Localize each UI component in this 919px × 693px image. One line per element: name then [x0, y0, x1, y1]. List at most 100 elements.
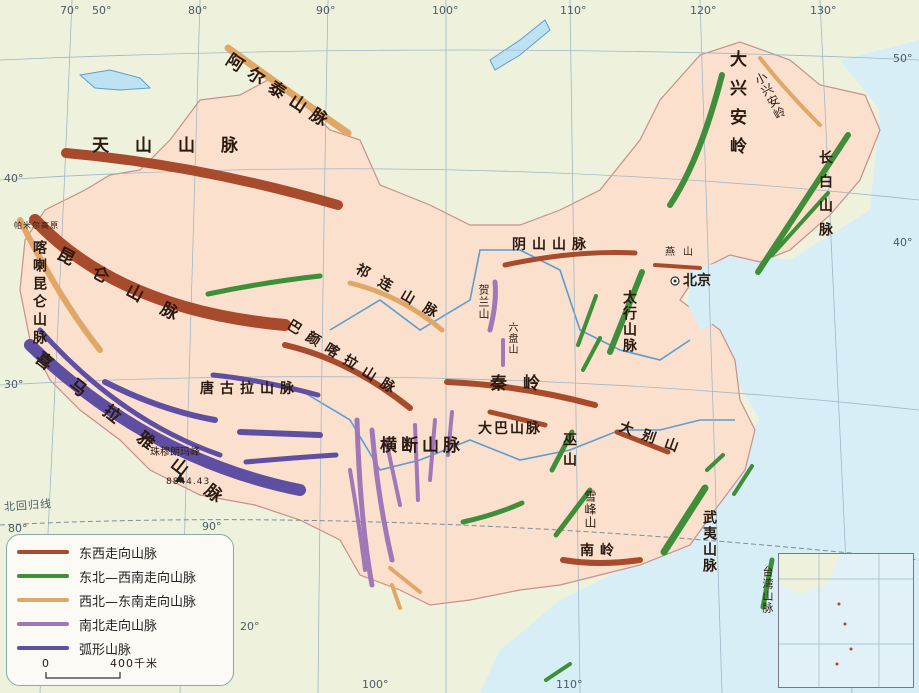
- label-karakoram: 喀喇昆仑山脉: [31, 240, 47, 348]
- coord-left-30: 30°: [4, 378, 24, 391]
- coord-bottom-110: 110°: [556, 678, 583, 691]
- hengduan-line-3: [384, 438, 402, 507]
- gangdise-arc-line-2: [237, 429, 323, 438]
- inset-map: [779, 554, 913, 687]
- altai-line: [224, 44, 352, 137]
- kunlun-line: [29, 214, 291, 331]
- label-changbai: 长白山脉: [817, 150, 833, 246]
- label-everest: 珠穆朗玛峰: [150, 447, 200, 458]
- wushan-line: [549, 429, 575, 473]
- coord-top-130: 130°: [810, 4, 837, 17]
- legend: 东西走向山脉 东北—西南走向山脉 西北—东南走向山脉 南北走向山脉 弧形山脉: [6, 534, 234, 686]
- legend-item: 东北—西南走向山脉: [17, 567, 197, 586]
- label-beijing: 北京: [683, 273, 711, 289]
- label-wuyi: 武夷山脉: [701, 510, 717, 574]
- label-yanshan: 燕山: [665, 247, 701, 258]
- legend-item: 弧形山脉: [17, 639, 132, 658]
- coord-bottom-90: 90°: [202, 520, 222, 533]
- coord-top-80: 80°: [188, 4, 208, 17]
- hengduan-line-4: [413, 423, 420, 502]
- taihang-line-3: [581, 336, 602, 372]
- coord-top-110: 110°: [560, 4, 587, 17]
- everest-triangle: [175, 474, 185, 482]
- yangtze-river: [299, 389, 735, 471]
- wuyi-line-2: [705, 453, 725, 472]
- yanshan-line: [653, 263, 702, 270]
- legend-swatch: [17, 622, 69, 626]
- mountain-lines: [17, 44, 851, 682]
- beijing-marker-dot: [673, 279, 677, 283]
- changbai-line-2: [770, 191, 830, 257]
- wuyi-line-3: [732, 464, 754, 496]
- helan-line: [487, 279, 498, 333]
- taiwan-line: [760, 557, 775, 610]
- karakoram-line: [17, 217, 103, 353]
- bohai-sea: [688, 262, 735, 330]
- wuyi-line: [660, 484, 709, 556]
- yellow-river: [329, 249, 691, 361]
- label-helan: 贺兰山: [477, 284, 490, 320]
- hainan-line: [544, 662, 572, 682]
- legend-swatch: [17, 574, 69, 578]
- label-liupan: 六盘山: [506, 322, 517, 355]
- label-taihang: 太行山脉: [621, 290, 637, 354]
- south-china-sea-inset: [778, 553, 914, 688]
- legend-swatch: [17, 598, 69, 602]
- changbai-line: [755, 132, 851, 275]
- coord-bottom-20: 20°: [240, 620, 260, 633]
- yunnan-line: [388, 566, 422, 594]
- hengduan-line-2: [369, 427, 395, 563]
- legend-label: 弧形山脉: [79, 642, 132, 658]
- nyenchen-arc-line: [243, 452, 339, 465]
- legend-label: 东北—西南走向山脉: [79, 570, 197, 586]
- coord-top-100: 100°: [432, 4, 459, 17]
- dabie-line: [614, 429, 671, 455]
- legend-label: 西北—东南走向山脉: [79, 594, 197, 610]
- taihang-line-2: [576, 294, 598, 347]
- xiaoxinganling-line: [758, 56, 822, 127]
- bayankala-line: [282, 342, 413, 411]
- label-tianshan: 天山山脉: [92, 136, 264, 156]
- daba-line: [487, 409, 548, 428]
- tanggula-arc-line: [210, 372, 321, 398]
- qilian-green-line: [205, 273, 323, 297]
- hengduan-line-5: [428, 418, 437, 482]
- label-tanggula: 唐古拉山脉: [200, 381, 300, 397]
- legend-swatch: [17, 646, 69, 650]
- guangxi-line: [460, 500, 525, 525]
- lake-balkhash: [78, 69, 152, 91]
- scale-zero: 0: [42, 657, 50, 670]
- tianshan-line: [61, 148, 343, 210]
- legend-label: 东西走向山脉: [79, 546, 158, 562]
- lake-baikal: [489, 19, 551, 71]
- coord-top-70: 70°: [60, 4, 80, 17]
- xuefeng-line: [553, 487, 593, 538]
- tropic-of-cancer-line: [0, 519, 919, 561]
- coord-left-80: 80°: [8, 522, 28, 535]
- label-daxinganling: 大兴安岭: [726, 50, 746, 166]
- label-hengduan: 横断山脉: [380, 436, 464, 456]
- label-tropic: 北回归线: [3, 497, 53, 514]
- coord-right-50: 50°: [893, 52, 913, 65]
- label-pamir: 帕米尔高原: [14, 221, 59, 230]
- label-everest-height: 8844.43: [166, 477, 211, 487]
- legend-label: 南北走向山脉: [79, 618, 158, 634]
- label-daba: 大巴山脉: [478, 421, 542, 437]
- scale-end: 400千米: [110, 657, 158, 670]
- inset-islands: [835, 602, 853, 666]
- label-nanling: 南岭: [580, 543, 620, 559]
- label-qinling: 秦岭: [490, 374, 556, 394]
- legend-item: 东西走向山脉: [17, 543, 158, 562]
- coord-top-120: 120°: [690, 4, 717, 17]
- coord-top-90: 90°: [316, 4, 336, 17]
- himalaya-arc-line-2: [37, 327, 223, 458]
- label-yinshan: 阴山山脉: [512, 237, 592, 253]
- coord-left-40: 40°: [4, 172, 24, 185]
- scale-bar-graphic: [45, 672, 121, 679]
- nanling-line: [560, 557, 643, 566]
- taihang-line: [607, 269, 645, 355]
- qinling-line: [444, 379, 598, 408]
- label-xuefeng: 雪峰山: [583, 490, 597, 529]
- coord-top-50: 50°: [92, 4, 112, 17]
